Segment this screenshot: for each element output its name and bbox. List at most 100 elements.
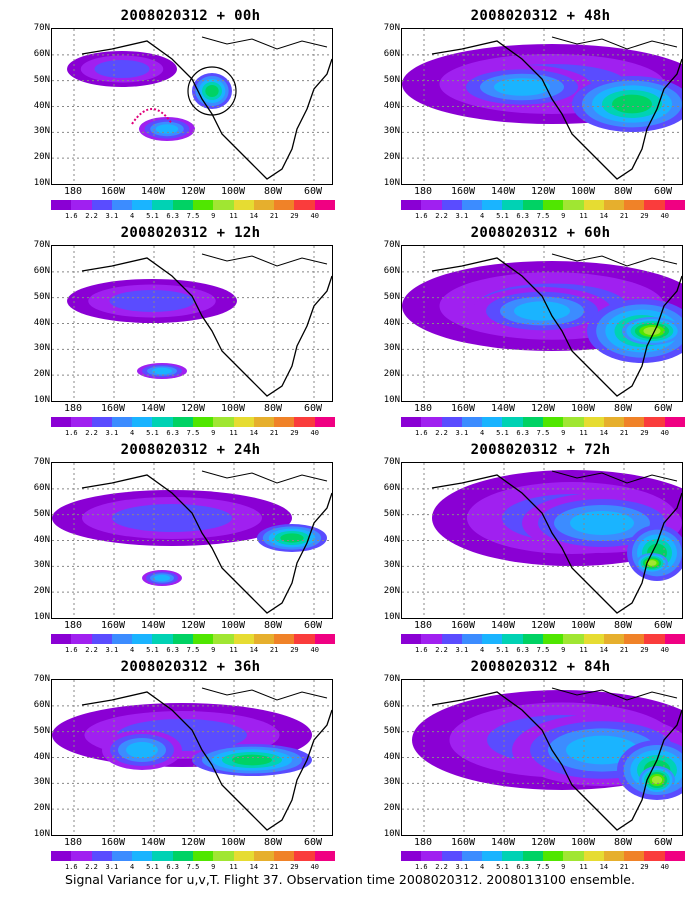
map xyxy=(401,245,683,402)
colorbar-tick-label: 3.1 xyxy=(455,212,469,220)
colorbar-swatch xyxy=(563,851,584,861)
colorbar-swatch xyxy=(294,200,315,210)
colorbar-swatch xyxy=(542,851,564,861)
colorbar-swatch xyxy=(421,200,442,210)
colorbar-tick-label: 7.5 xyxy=(536,429,550,437)
colorbar-swatch xyxy=(441,634,462,644)
colorbar-swatch xyxy=(502,200,523,210)
variance-map xyxy=(52,463,332,618)
longitude-tick-label: 140W xyxy=(490,403,516,414)
colorbar-swatch xyxy=(421,634,442,644)
colorbar-tick-label: 1.6 xyxy=(414,863,428,871)
colorbar-swatch xyxy=(91,417,112,427)
colorbar-tick-label: 5.1 xyxy=(496,863,509,871)
colorbar xyxy=(401,417,685,427)
longitude-tick-label: 60W xyxy=(303,837,323,848)
colorbar-swatch xyxy=(111,634,133,644)
latitude-tick-label: 60N xyxy=(383,48,400,59)
colorbar-swatch xyxy=(542,634,564,644)
colorbar-tick-label: 6.3 xyxy=(166,863,180,871)
colorbar-swatch xyxy=(132,417,153,427)
colorbar-tick-label: 1.6 xyxy=(414,646,428,654)
arctic-coastline xyxy=(551,36,678,50)
colorbar-swatch xyxy=(213,200,234,210)
latitude-tick-label: 30N xyxy=(33,777,50,788)
longitude-tick-label: 100W xyxy=(570,403,596,414)
colorbar-tick-label: 11 xyxy=(579,212,588,220)
longitude-tick-label: 120W xyxy=(180,403,206,414)
colorbar-tick-label: 21 xyxy=(269,646,279,654)
colorbar-swatch xyxy=(401,634,422,644)
longitude-tick-label: 60W xyxy=(653,403,673,414)
map xyxy=(401,679,683,836)
colorbar-swatch xyxy=(294,417,315,427)
colorbar-labels: 1.6 2.2 3.1 4 5.1 6.3 7.5 9 11 14 21 29 40 xyxy=(51,212,335,222)
colorbar-tick-label: 21 xyxy=(619,212,629,220)
colorbar xyxy=(401,851,685,861)
latitude-tick-label: 10N xyxy=(33,395,50,405)
latitude-tick-label: 70N xyxy=(383,23,400,33)
colorbar-tick-label: 2.2 xyxy=(85,863,98,871)
latitude-tick-label: 40N xyxy=(33,100,50,111)
panel-title: 2008020312 + 24h xyxy=(120,442,261,458)
colorbar-tick-label: 9 xyxy=(211,212,216,220)
latitude-tick-label: 50N xyxy=(383,74,400,85)
latitude-tick-label: 50N xyxy=(33,725,50,736)
colorbar-tick-label: 7.5 xyxy=(186,646,200,654)
colorbar-tick-label: 6.3 xyxy=(516,863,530,871)
coastline xyxy=(81,257,332,397)
flight-track xyxy=(131,108,173,125)
latitude-tick-label: 60N xyxy=(33,699,50,710)
colorbar-tick-label: 1.6 xyxy=(414,212,428,220)
variance-contour-fill xyxy=(643,327,661,335)
latitude-tick-label: 40N xyxy=(33,534,50,545)
colorbar-swatch xyxy=(314,634,335,644)
coastline xyxy=(431,474,682,614)
colorbar-tick-label: 40 xyxy=(310,429,319,437)
variance-contour-fill xyxy=(112,504,232,532)
latitude-tick-label: 50N xyxy=(383,725,400,736)
colorbar-swatch xyxy=(461,417,483,427)
colorbar-swatch xyxy=(152,851,173,861)
latitude-tick-label: 50N xyxy=(33,508,50,519)
colorbar-tick-label: 11 xyxy=(229,429,238,437)
colorbar-tick-label: 29 xyxy=(640,863,649,871)
colorbar-tick-label: 14 xyxy=(249,212,259,220)
colorbar-swatch xyxy=(314,851,335,861)
colorbar-swatch xyxy=(71,634,92,644)
longitude-tick-label: 140W xyxy=(490,837,516,848)
latitude-tick-label: 60N xyxy=(33,48,50,59)
colorbar-tick-label: 1.6 xyxy=(64,429,78,437)
variance-contour-fill xyxy=(651,776,663,784)
colorbar-swatch xyxy=(563,417,584,427)
colorbar-swatch xyxy=(91,200,112,210)
colorbar-tick-label: 9 xyxy=(561,212,566,220)
colorbar-swatch xyxy=(603,417,625,427)
colorbar-swatch xyxy=(213,851,234,861)
figure-caption: Signal Variance for u,v,T. Flight 37. Ob… xyxy=(65,872,635,887)
colorbar-tick-label: 4 xyxy=(480,646,485,654)
colorbar-tick-label: 40 xyxy=(310,646,319,654)
colorbar-tick-label: 6.3 xyxy=(166,429,180,437)
longitude-tick-label: 100W xyxy=(570,620,596,631)
colorbar-swatch xyxy=(172,634,193,644)
colorbar-tick-label: 2.2 xyxy=(435,212,448,220)
colorbar-swatch xyxy=(441,200,462,210)
colorbar-tick-label: 4 xyxy=(480,212,485,220)
latitude-tick-label: 70N xyxy=(33,240,50,250)
latitude-tick-label: 50N xyxy=(33,74,50,85)
longitude-tick-label: 100W xyxy=(220,837,246,848)
colorbar-tick-label: 2.2 xyxy=(435,863,448,871)
latitude-tick-label: 70N xyxy=(33,457,50,467)
colorbar-swatch xyxy=(172,417,193,427)
latitude-tick-label: 10N xyxy=(33,829,50,839)
colorbar-swatch xyxy=(421,851,442,861)
colorbar-swatch xyxy=(441,417,462,427)
colorbar-swatch xyxy=(71,851,92,861)
longitude-tick-label: 120W xyxy=(180,620,206,631)
colorbar-tick-label: 11 xyxy=(579,863,588,871)
latitude-tick-label: 30N xyxy=(33,126,50,137)
longitude-tick-label: 140W xyxy=(140,186,166,197)
variance-contour-fill xyxy=(126,742,158,758)
colorbar-swatch xyxy=(253,200,275,210)
